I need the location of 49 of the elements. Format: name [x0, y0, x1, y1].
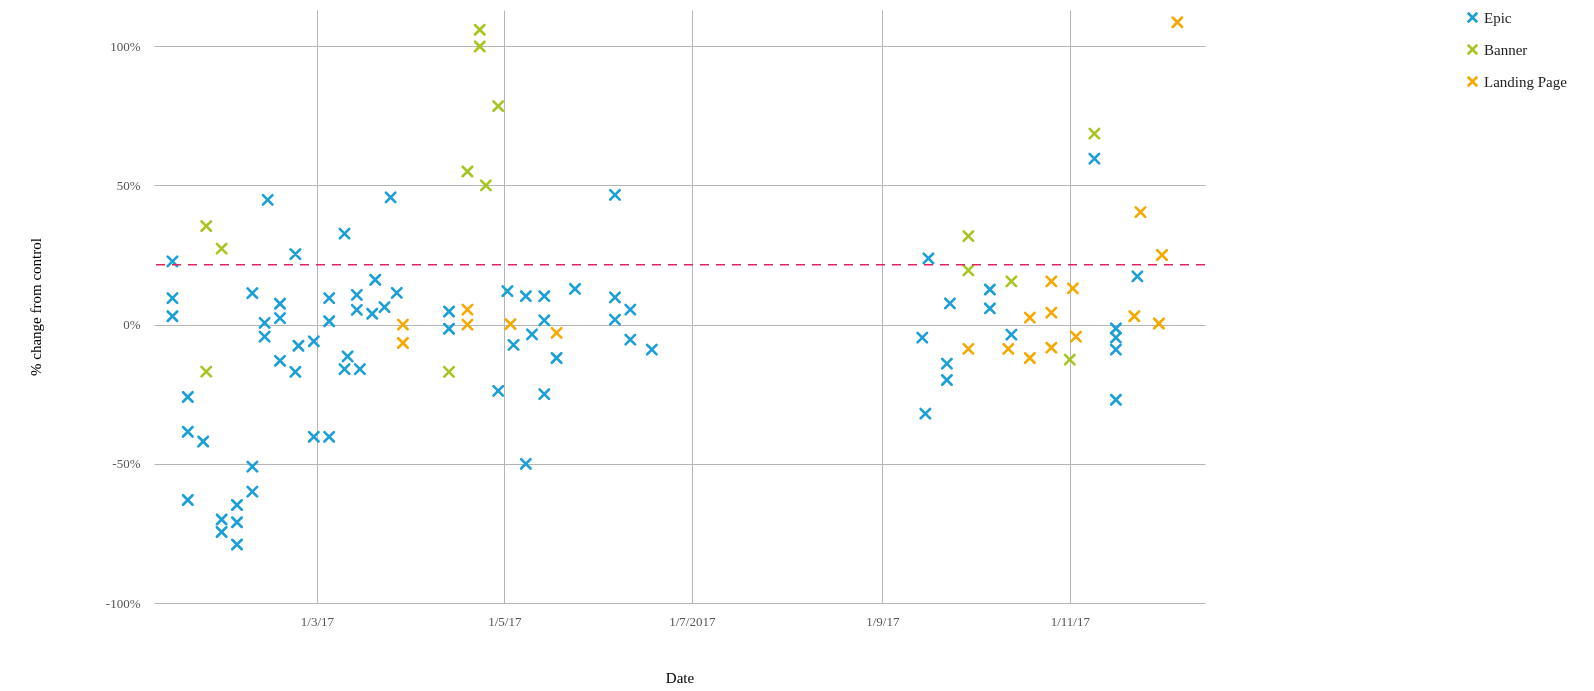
x-tick-label: 1/7/2017 — [669, 613, 716, 629]
y-tick-label: 50% — [116, 177, 141, 193]
y-tick-label: 0% — [123, 317, 141, 333]
point — [1023, 311, 1036, 324]
point — [492, 100, 505, 113]
point — [396, 336, 409, 350]
point — [200, 220, 213, 233]
y-tick-label: 100% — [110, 38, 141, 54]
point — [1134, 206, 1147, 219]
point — [215, 242, 228, 255]
x-axis-title: Date — [665, 669, 695, 686]
point — [473, 23, 486, 36]
point — [1171, 16, 1184, 29]
point — [479, 179, 492, 192]
point — [1128, 310, 1141, 323]
point — [962, 342, 975, 355]
point — [1045, 341, 1058, 354]
point — [473, 40, 486, 53]
y-axis-title: % change from control — [27, 238, 44, 376]
point — [1002, 342, 1015, 355]
x-tick-label: 1/11/17 — [1050, 613, 1091, 629]
y-tick-label: -100% — [105, 595, 141, 611]
x-tick-label: 1/9/17 — [866, 613, 900, 629]
point — [962, 264, 975, 277]
legend-label: Banner — [1484, 41, 1528, 58]
point — [550, 326, 563, 339]
point — [1088, 127, 1101, 140]
point — [1069, 330, 1082, 343]
legend-label: Epic — [1484, 9, 1512, 26]
point — [1152, 317, 1165, 330]
point — [1045, 306, 1058, 319]
point — [1005, 275, 1018, 288]
point — [396, 318, 409, 331]
point — [1155, 248, 1169, 262]
x-tick-label: 1/5/17 — [488, 613, 522, 629]
legend-label: Landing Page — [1484, 73, 1568, 90]
point — [442, 365, 456, 378]
point — [1023, 351, 1036, 365]
point — [461, 303, 474, 316]
point — [461, 165, 474, 178]
point — [962, 230, 975, 243]
y-tick-label: -50% — [112, 456, 141, 472]
point — [1066, 282, 1079, 295]
point — [504, 318, 517, 331]
x-tick-label: 1/3/17 — [300, 613, 335, 629]
point — [200, 365, 213, 378]
point — [1063, 353, 1076, 366]
point — [1045, 275, 1058, 288]
point — [461, 318, 474, 331]
